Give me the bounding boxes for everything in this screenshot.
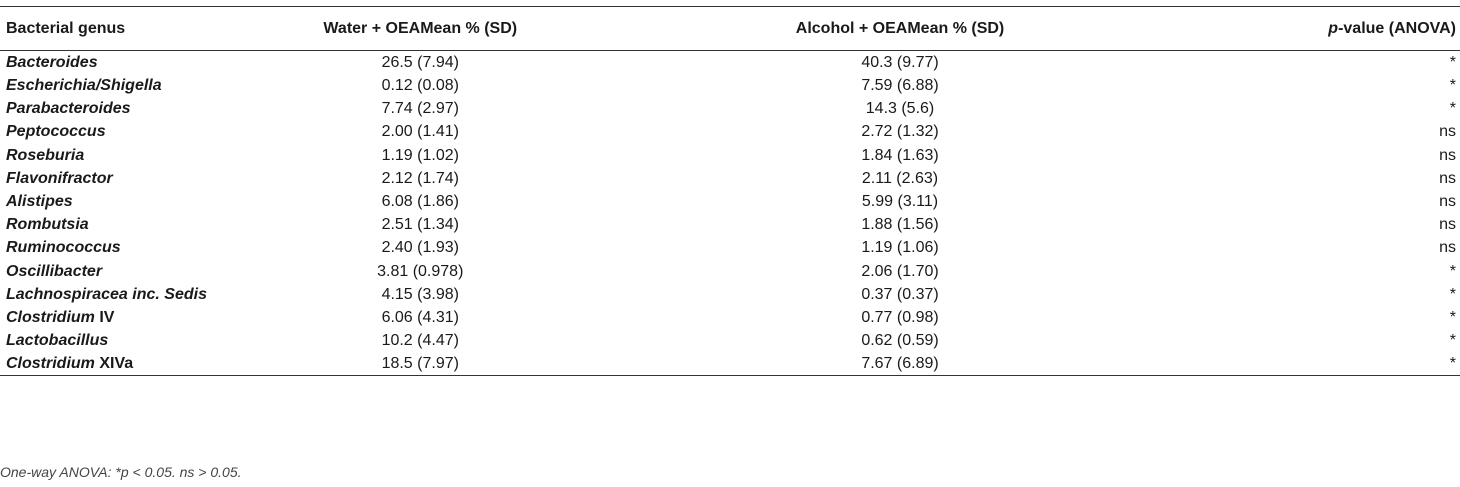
cell-alcohol: 0.37 (0.37) xyxy=(861,285,939,303)
cell-alcohol: 0.62 (0.59) xyxy=(861,332,939,350)
cell-p-value: ns xyxy=(1439,146,1456,164)
table-row: Ruminococcus 2.40 (1.93) 1.19 (1.06) ns xyxy=(0,236,1460,259)
table-row: Oscillibacter 3.81 (0.978) 2.06 (1.70) * xyxy=(0,260,1460,283)
genus-name: Ruminococcus xyxy=(6,239,121,257)
header-p-italic: p xyxy=(1328,19,1339,37)
cell-genus: Parabacteroides xyxy=(0,97,213,120)
cell-water: 7.74 (2.97) xyxy=(381,100,459,118)
table-row: Lachnospiracea inc. Sedis 4.15 (3.98) 0.37… xyxy=(0,283,1460,306)
genus-name: Peptococcus xyxy=(6,123,106,141)
table-row: Roseburia 1.19 (1.02) 1.84 (1.63) ns xyxy=(0,144,1460,167)
header-water: Water + OEAMean % (SD) xyxy=(212,6,628,51)
table-footnote: One-way ANOVA: *p < 0.05. ns > 0.05. xyxy=(0,464,242,480)
table-row: Bacteroides 26.5 (7.94) 40.3 (9.77) * xyxy=(0,51,1460,75)
genus-name: Flavonifractor xyxy=(6,169,113,187)
cell-water: 26.5 (7.94) xyxy=(381,54,459,71)
table-row: Lactobacillus 10.2 (4.47) 0.62 (0.59) * xyxy=(0,329,1460,352)
cell-alcohol: 5.99 (3.11) xyxy=(861,193,939,211)
cell-p-value: * xyxy=(1172,352,1460,377)
cell-genus: Lachnospiracea inc. Sedis xyxy=(0,283,213,306)
table-row: Parabacteroides 7.74 (2.97) 14.3 (5.6) * xyxy=(0,97,1460,120)
cell-alcohol: 14.3 (5.6) xyxy=(865,100,935,118)
cell-water: 2.40 (1.93) xyxy=(381,239,459,257)
cell-genus: Rombutsia xyxy=(0,213,213,236)
cell-alcohol: 1.84 (1.63) xyxy=(861,146,939,164)
genus-suffix: XIVa xyxy=(94,355,134,373)
cell-p-value: ns xyxy=(1439,216,1456,234)
cell-alcohol: 1.88 (1.56) xyxy=(861,216,939,234)
cell-genus: Clostridium IV xyxy=(0,306,213,329)
cell-p-value: * xyxy=(1449,77,1456,95)
cell-p-value: ns xyxy=(1439,193,1456,211)
cell-water: 2.00 (1.41) xyxy=(381,123,459,141)
cell-alcohol: 2.72 (1.32) xyxy=(861,123,939,141)
genus-name: Escherichia/Shigella xyxy=(6,77,162,95)
cell-alcohol: 1.19 (1.06) xyxy=(861,239,939,257)
cell-alcohol: 2.11 (2.63) xyxy=(861,169,939,187)
cell-water: 6.06 (4.31) xyxy=(381,308,459,326)
cell-water: 0.12 (0.08) xyxy=(381,77,459,95)
cell-water: 4.15 (3.98) xyxy=(381,285,459,303)
cell-p-value: * xyxy=(1449,332,1456,350)
cell-water: 2.12 (1.74) xyxy=(381,169,459,187)
cell-genus: Alistipes xyxy=(0,190,213,213)
cell-genus: Flavonifractor xyxy=(0,167,213,190)
cell-p-value: ns xyxy=(1439,239,1456,257)
genus-name: Parabacteroides xyxy=(6,100,131,118)
cell-water: 18.5 (7.97) xyxy=(212,352,628,377)
header-alcohol: Alcohol + OEAMean % (SD) xyxy=(627,6,1173,51)
table-row: Flavonifractor 2.12 (1.74) 2.11 (2.63) ns xyxy=(0,167,1460,190)
genus-name: Bacteroides xyxy=(6,54,98,71)
table-row: Peptococcus 2.00 (1.41) 2.72 (1.32) ns xyxy=(0,120,1460,143)
cell-alcohol: 0.77 (0.98) xyxy=(861,308,939,326)
cell-p-value: ns xyxy=(1439,123,1456,141)
genus-name: Roseburia xyxy=(6,146,85,164)
table-row: Rombutsia 2.51 (1.34) 1.88 (1.56) ns xyxy=(0,213,1460,236)
cell-p-value: * xyxy=(1449,54,1456,71)
cell-alcohol: 2.06 (1.70) xyxy=(861,262,939,280)
cell-alcohol: 40.3 (9.77) xyxy=(861,54,939,71)
cell-p-value: * xyxy=(1449,100,1456,118)
cell-p-value: * xyxy=(1449,285,1456,303)
cell-genus: Roseburia xyxy=(0,144,213,167)
genus-suffix: IV xyxy=(94,308,115,326)
genus-name: Lachnospiracea inc. Sedis xyxy=(6,285,207,303)
cell-p-value: * xyxy=(1449,308,1456,326)
cell-water: 1.19 (1.02) xyxy=(381,146,459,164)
cell-genus: Peptococcus xyxy=(0,120,213,143)
genus-name: Rombutsia xyxy=(6,216,89,234)
header-p-value: p-value (ANOVA) xyxy=(1172,6,1460,51)
cell-genus: Oscillibacter xyxy=(0,260,213,283)
cell-water: 10.2 (4.47) xyxy=(381,332,459,350)
table-row: Clostridium XIVa 18.5 (7.97) 7.67 (6.89) * xyxy=(0,352,1460,377)
table-row: Alistipes 6.08 (1.86) 5.99 (3.11) ns xyxy=(0,190,1460,213)
cell-genus: Clostridium XIVa xyxy=(0,352,213,377)
cell-genus: Bacteroides xyxy=(0,51,213,75)
cell-alcohol: 7.59 (6.88) xyxy=(861,77,939,95)
cell-p-value: ns xyxy=(1439,169,1456,187)
table-row: Clostridium IV 6.06 (4.31) 0.77 (0.98) * xyxy=(0,306,1460,329)
table-body: Bacteroides 26.5 (7.94) 40.3 (9.77) * Escher… xyxy=(0,51,1460,377)
genus-name: Oscillibacter xyxy=(6,262,103,280)
bacterial-genus-table: Bacterial genus Water + OEAMean % (SD) A… xyxy=(0,6,1460,377)
genus-name: Clostridium xyxy=(6,355,95,373)
genus-name: Alistipes xyxy=(6,193,73,211)
genus-name: Lactobacillus xyxy=(6,332,109,350)
cell-p-value: * xyxy=(1449,262,1456,280)
cell-alcohol: 7.67 (6.89) xyxy=(627,352,1173,377)
table-row: Escherichia/Shigella 0.12 (0.08) 7.59 (6.8… xyxy=(0,74,1460,97)
cell-water: 2.51 (1.34) xyxy=(381,216,459,234)
cell-genus: Ruminococcus xyxy=(0,236,213,259)
header-genus: Bacterial genus xyxy=(0,6,213,51)
table-header-row: Bacterial genus Water + OEAMean % (SD) A… xyxy=(0,6,1460,51)
genus-name: Clostridium xyxy=(6,308,95,326)
cell-genus: Escherichia/Shigella xyxy=(0,74,213,97)
cell-genus: Lactobacillus xyxy=(0,329,213,352)
header-p-rest: -value (ANOVA) xyxy=(1338,19,1456,37)
cell-water: 6.08 (1.86) xyxy=(381,193,459,211)
cell-water: 3.81 (0.978) xyxy=(377,262,464,280)
